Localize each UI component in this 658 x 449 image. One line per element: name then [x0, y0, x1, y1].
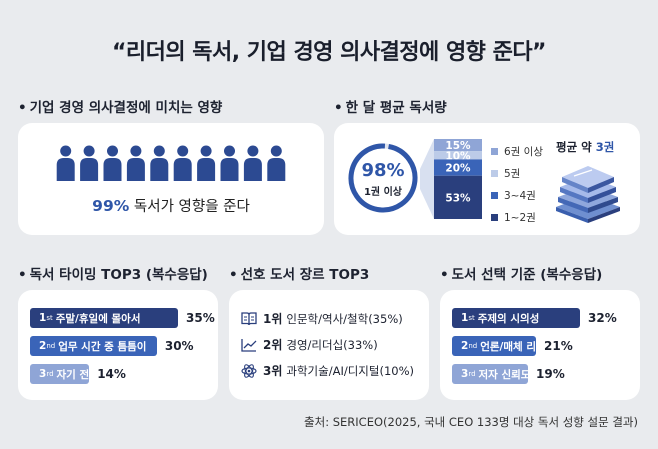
bar-value: 30% [164, 339, 194, 353]
person-icon [220, 145, 239, 181]
genre-item: 2위 경영/리더십(33%) [241, 336, 378, 353]
person-icon [243, 145, 262, 181]
bar-value: 21% [544, 339, 573, 353]
bar-rank: 2 [461, 340, 469, 352]
stack-segment [434, 151, 482, 160]
influence-pct: 99% [92, 197, 130, 215]
stack-label: 20% [445, 163, 471, 175]
genre-label: 과학기술/AI/디지털(10%) [286, 363, 414, 378]
bar-rank: 3 [39, 368, 47, 380]
genre-rank: 3위 [263, 364, 283, 378]
stacked-legend: 6권 이상 5권 3~4권 1~2권 [491, 140, 543, 228]
people-icons [56, 145, 286, 181]
chart-line-icon [241, 338, 263, 352]
legend-item: 6권 이상 [491, 140, 543, 162]
legend-item: 3~4권 [491, 184, 543, 206]
stack-label: 15% [445, 140, 471, 152]
person-icon [56, 145, 75, 181]
bar-rank-suffix: rd [46, 370, 54, 378]
section-title-monthly: 한 달 평균 독서량 [334, 96, 447, 116]
legend-label: 6권 이상 [504, 145, 543, 158]
genre-item: 1위 인문학/역사/철학(35%) [241, 310, 403, 327]
influence-stat: 99% 독서가 영향을 준다 [18, 195, 324, 216]
stack-segment [434, 175, 482, 219]
genre-rank: 2위 [263, 338, 283, 352]
legend-label: 3~4권 [504, 189, 536, 202]
monthly-card: 98% 1권 이상 15% 10% 20% 53% 6권 이상 5권 3~4권 1~2권 평… [334, 123, 640, 235]
person-icon [267, 145, 286, 181]
legend-swatch [491, 213, 498, 221]
bar-rank: 3 [461, 368, 469, 380]
donut-sub: 1권 이상 [363, 187, 403, 198]
bar-value: 19% [536, 367, 565, 381]
section-title-criteria: 도서 선택 기준 (복수응답) [440, 263, 603, 283]
avg-prefix: 평균 약 [556, 140, 592, 154]
legend-item: 1~2권 [491, 206, 543, 228]
influence-text: 독서가 영향을 준다 [133, 199, 250, 215]
bar-rank: 2 [39, 340, 47, 352]
legend-label: 1~2권 [504, 211, 536, 224]
section-title-genre: 선호 도서 장르 TOP3 [229, 263, 370, 283]
average-label: 평균 약 3권 [556, 139, 614, 155]
person-icon [126, 145, 145, 181]
bar-label: 자기 전 [56, 368, 90, 381]
bar-label: 업무 시간 중 틈틈이 [58, 340, 147, 353]
genre-rank: 1위 [263, 312, 283, 326]
genre-item: 3위 과학기술/AI/디지털(10%) [241, 362, 414, 379]
stack-label: 53% [445, 192, 471, 204]
donut-connector [420, 139, 434, 219]
bar-rank-suffix: st [46, 314, 53, 322]
avg-value: 3권 [595, 140, 615, 154]
section-title-timing: 독서 타이밍 TOP3 (복수응답) [18, 263, 208, 283]
books-icon [556, 166, 620, 223]
genre-card: 1위 인문학/역사/철학(35%) 2위 경영/리더십(33%) 3위 과학기술/AI/디… [229, 290, 429, 400]
person-icon [150, 145, 169, 181]
influence-card: 99% 독서가 영향을 준다 [18, 123, 324, 235]
person-icon [80, 145, 99, 181]
bar-rank-suffix: rd [468, 370, 476, 378]
bar-label: 주제의 시의성 [477, 312, 540, 325]
bar-value: 35% [186, 311, 215, 325]
section-title-influence: 기업 경영 의사결정에 미치는 영향 [18, 96, 223, 116]
bar-rank-suffix: st [468, 314, 475, 322]
legend-item: 5권 [491, 162, 543, 184]
bar-label: 저자 신뢰도 [478, 368, 531, 381]
donut-chart [348, 143, 418, 213]
atom-icon [241, 363, 263, 379]
bar-value: 32% [588, 311, 617, 325]
genre-label: 경영/리더십(33%) [286, 337, 378, 352]
bar-value: 14% [97, 367, 126, 381]
stack-label: 10% [445, 150, 471, 162]
legend-swatch [491, 147, 498, 155]
stack-segment [434, 139, 482, 152]
book-icon [241, 311, 263, 326]
person-icon [173, 145, 192, 181]
bar-rank-suffix: nd [468, 342, 478, 350]
person-icon [103, 145, 122, 181]
genre-label: 인문학/역사/철학(35%) [286, 311, 403, 326]
page-title: “리더의 독서, 기업 경영 의사결정에 영향 준다” [111, 40, 547, 65]
legend-swatch [491, 191, 498, 199]
stacked-bar: 15%10%20% 53% [434, 139, 482, 219]
bar-label: 언론/매체 리뷰 [480, 340, 546, 353]
person-icon [197, 145, 216, 181]
donut-value: 98% [361, 160, 405, 181]
bar-rank-suffix: nd [46, 342, 56, 350]
source-note: 출처: SERICEO(2025, 국내 CEO 133명 대상 독서 성향 설… [304, 415, 638, 429]
bar-rank: 1 [461, 312, 469, 324]
legend-label: 5권 [504, 167, 521, 180]
stack-segment [434, 159, 482, 176]
bar-rank: 1 [39, 312, 47, 324]
legend-swatch [491, 169, 498, 177]
bar-label: 주말/휴일에 몰아서 [55, 312, 141, 325]
